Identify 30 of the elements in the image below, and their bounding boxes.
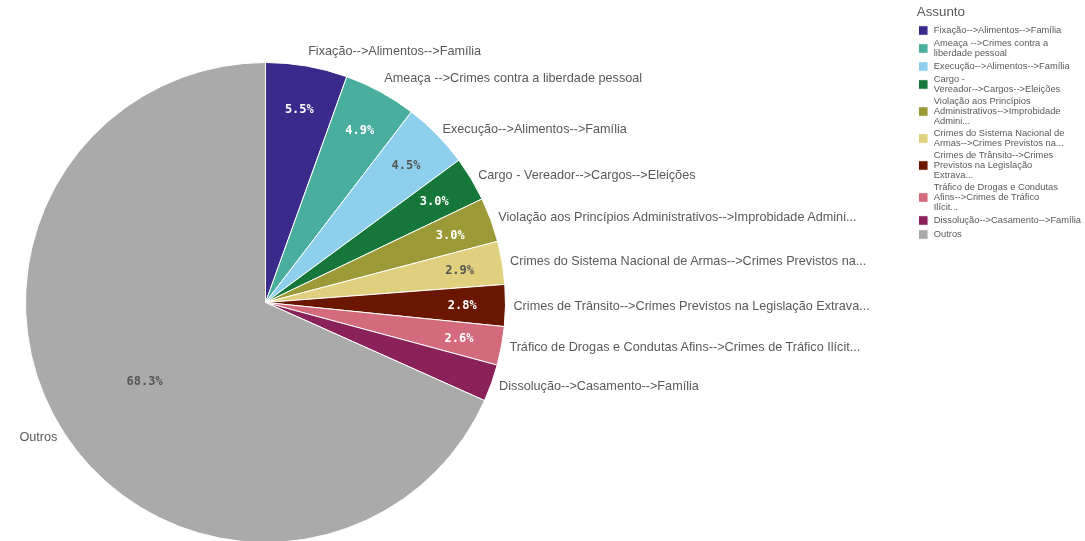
legend-label: Fixação-->Alimentos-->Família — [933, 24, 1062, 36]
legend-label: Outros — [933, 228, 962, 240]
slice-label: Dissolução-->Casamento-->Família — [499, 378, 700, 393]
slice-label: Ameaça -->Crimes contra a liberdade pessoal — [384, 70, 643, 85]
data-label: 4.9% — [345, 122, 375, 137]
slice-label: Crimes do Sistema Nacional de Armas-->Crimes Previstos na... — [510, 254, 867, 269]
slice-label: Outros — [19, 430, 58, 445]
legend-title: Assunto — [916, 4, 966, 19]
data-label: 3.0% — [419, 194, 450, 209]
legend-label: Dissolução-->Casamento-->Família — [933, 214, 1081, 226]
slice-label: Cargo - Vereador-->Cargos-->Eleições — [478, 167, 696, 182]
data-label: 5.5% — [284, 101, 315, 116]
data-label: 4.5% — [391, 157, 422, 172]
legend-label: Crimes de Trânsito-->Crimes Previstos na Legislação Extrava... — [933, 150, 1054, 180]
slice-label: Fixação-->Alimentos-->Família — [308, 44, 483, 59]
data-label: 68.3% — [126, 373, 164, 388]
slice-label: Violação aos Princípios Administrativos-->Improbidade Admini... — [498, 210, 857, 225]
slice-label: Execução-->Alimentos-->Família — [442, 121, 628, 136]
legend-label: Violação aos Princípios Administrativos-->Improbidade Admini... — [933, 96, 1061, 126]
legend-label: Cargo - Vereador-->Cargos-->Eleições — [933, 74, 1061, 94]
legend-label: Execução-->Alimentos-->Família — [933, 60, 1070, 72]
legend-label: Tráfico de Drogas e Condutas Afins-->Crimes de Tráfico Ilícit... — [933, 182, 1058, 212]
data-label: 3.0% — [435, 227, 466, 242]
data-label: 2.9% — [445, 262, 475, 277]
slice-label: Crimes de Trânsito-->Crimes Previstos na Legislação Extrava... — [513, 298, 870, 313]
legend-label: Ameaça -->Crimes contra a liberdade pessoal — [933, 38, 1049, 58]
data-label: 2.8% — [447, 297, 478, 312]
slice-label: Tráfico de Drogas e Condutas Afins-->Crimes de Tráfico Ilícit... — [509, 340, 861, 355]
legend-label: Crimes do Sistema Nacional de Armas-->Crimes Previstos na... — [933, 128, 1065, 148]
data-label: 2.6% — [444, 331, 475, 346]
